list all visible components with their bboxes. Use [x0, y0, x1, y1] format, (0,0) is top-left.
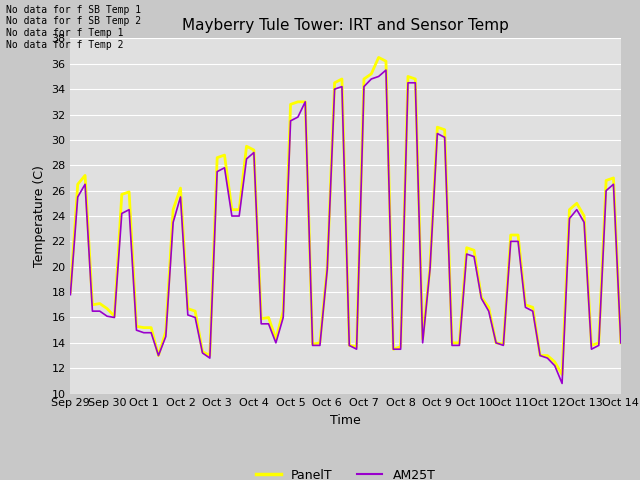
PanelT	[558, 372, 566, 377]
Line: PanelT: PanelT	[70, 58, 621, 374]
AM25T	[426, 266, 434, 272]
PanelT	[514, 232, 522, 238]
PanelT	[353, 344, 360, 349]
AM25T	[558, 381, 566, 386]
PanelT	[426, 264, 434, 270]
AM25T	[617, 340, 625, 346]
AM25T	[382, 67, 390, 73]
X-axis label: Time: Time	[330, 414, 361, 427]
Legend: PanelT, AM25T: PanelT, AM25T	[251, 464, 440, 480]
AM25T	[353, 347, 360, 352]
PanelT	[118, 192, 125, 197]
PanelT	[67, 289, 74, 295]
PanelT	[617, 340, 625, 346]
PanelT	[375, 55, 383, 60]
Line: AM25T: AM25T	[70, 70, 621, 384]
AM25T	[514, 239, 522, 244]
Y-axis label: Temperature (C): Temperature (C)	[33, 165, 45, 267]
PanelT	[257, 316, 265, 322]
AM25T	[67, 292, 74, 298]
AM25T	[118, 211, 125, 216]
AM25T	[257, 321, 265, 327]
Text: No data for f SB Temp 1
No data for f SB Temp 2
No data for f Temp 1
No data for: No data for f SB Temp 1 No data for f SB…	[6, 5, 141, 49]
AM25T	[441, 134, 449, 140]
PanelT	[441, 127, 449, 132]
Title: Mayberry Tule Tower: IRT and Sensor Temp: Mayberry Tule Tower: IRT and Sensor Temp	[182, 18, 509, 33]
